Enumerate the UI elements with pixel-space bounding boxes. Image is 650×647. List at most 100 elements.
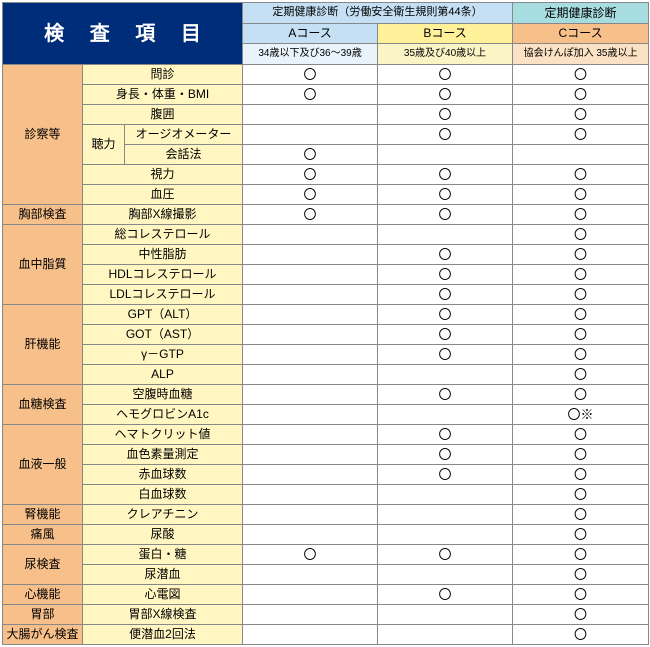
- item-cell: 心電図: [83, 585, 243, 605]
- item-cell: 空腹時血糖: [83, 385, 243, 405]
- table-row: 身長・体重・BMI〇〇〇: [3, 85, 649, 105]
- mark-cell-b: [378, 145, 513, 165]
- mark-cell-a: [243, 425, 378, 445]
- mark-cell-c: 〇: [513, 365, 649, 385]
- table-row: 大腸がん検査便潜血2回法〇: [3, 625, 649, 645]
- category-cell: 痛風: [3, 525, 83, 545]
- table-row: 視力〇〇〇: [3, 165, 649, 185]
- item-cell: LDLコレステロール: [83, 285, 243, 305]
- item-cell: 会話法: [125, 145, 243, 165]
- item-cell: HDLコレステロール: [83, 265, 243, 285]
- mark-cell-b: 〇: [378, 65, 513, 85]
- mark-cell-a: 〇: [243, 145, 378, 165]
- mark-cell-b: 〇: [378, 385, 513, 405]
- mark-cell-a: [243, 225, 378, 245]
- table-row: LDLコレステロール 〇〇: [3, 285, 649, 305]
- header-sub-c: 協会けんぽ加入 35歳以上: [513, 44, 649, 65]
- header-sub-b: 35歳及び40歳以上: [378, 44, 513, 65]
- mark-cell-a: [243, 325, 378, 345]
- mark-cell-c: 〇: [513, 525, 649, 545]
- category-cell: 大腸がん検査: [3, 625, 83, 645]
- mark-cell-c: 〇: [513, 445, 649, 465]
- mark-cell-c: 〇: [513, 125, 649, 145]
- mark-cell-b: [378, 505, 513, 525]
- header-course-a: Aコース: [243, 23, 378, 44]
- mark-cell-b: 〇: [378, 85, 513, 105]
- table-row: HDLコレステロール〇〇: [3, 265, 649, 285]
- mark-cell-a: [243, 285, 378, 305]
- mark-cell-a: [243, 385, 378, 405]
- mark-cell-c: 〇: [513, 245, 649, 265]
- table-row: 胸部検査胸部X線撮影〇〇〇: [3, 205, 649, 225]
- table-row: ALP〇: [3, 365, 649, 385]
- table-row: 肝機能GPT（ALT）〇〇: [3, 305, 649, 325]
- mark-cell-b: 〇: [378, 265, 513, 285]
- category-cell: 胸部検査: [3, 205, 83, 225]
- item-cell: 視力: [83, 165, 243, 185]
- mark-cell-a: [243, 125, 378, 145]
- mark-cell-b: 〇: [378, 285, 513, 305]
- mark-cell-b: 〇: [378, 165, 513, 185]
- mark-cell-c: 〇: [513, 485, 649, 505]
- table-row: 血圧〇〇〇: [3, 185, 649, 205]
- item-cell: 血圧: [83, 185, 243, 205]
- mark-cell-b: [378, 405, 513, 425]
- mark-cell-a: [243, 105, 378, 125]
- mark-cell-a: 〇: [243, 545, 378, 565]
- category-cell: 腎機能: [3, 505, 83, 525]
- mark-cell-a: [243, 245, 378, 265]
- category-cell: 血中脂質: [3, 225, 83, 305]
- mark-cell-c: 〇: [513, 225, 649, 245]
- item-cell: オージオメーター: [125, 125, 243, 145]
- mark-cell-a: 〇: [243, 165, 378, 185]
- mark-cell-b: 〇: [378, 245, 513, 265]
- mark-cell-a: [243, 565, 378, 585]
- mark-cell-b: 〇: [378, 305, 513, 325]
- item-cell: GPT（ALT）: [83, 305, 243, 325]
- item-cell: 尿潜血: [83, 565, 243, 585]
- header-course-b: Bコース: [378, 23, 513, 44]
- category-cell: 尿検査: [3, 545, 83, 585]
- mark-cell-c: 〇: [513, 285, 649, 305]
- mark-cell-b: [378, 625, 513, 645]
- header-course-c: Cコース: [513, 23, 649, 44]
- mark-cell-a: 〇: [243, 185, 378, 205]
- item-cell: クレアチニン: [83, 505, 243, 525]
- mark-cell-b: 〇: [378, 425, 513, 445]
- mark-cell-b: [378, 485, 513, 505]
- mark-cell-a: 〇: [243, 205, 378, 225]
- mark-cell-a: 〇: [243, 65, 378, 85]
- mark-cell-c: 〇: [513, 205, 649, 225]
- table-row: ヘモグロビンA1c〇※: [3, 405, 649, 425]
- mark-cell-b: 〇: [378, 545, 513, 565]
- mark-cell-a: [243, 505, 378, 525]
- mark-cell-c: 〇: [513, 65, 649, 85]
- table-row: 中性脂肪〇〇: [3, 245, 649, 265]
- item-cell: 赤血球数: [83, 465, 243, 485]
- mark-cell-c: 〇: [513, 425, 649, 445]
- item-cell: 白血球数: [83, 485, 243, 505]
- table-row: 腹囲〇〇: [3, 105, 649, 125]
- mark-cell-c: 〇: [513, 505, 649, 525]
- item-cell: ヘマトクリット値: [83, 425, 243, 445]
- mark-cell-c: 〇: [513, 105, 649, 125]
- item-cell: γ－GTP: [83, 345, 243, 365]
- item-cell: 便潜血2回法: [83, 625, 243, 645]
- header-group-2: 定期健康診断: [513, 3, 649, 24]
- table-row: GOT（AST）〇〇: [3, 325, 649, 345]
- item-cell: 腹囲: [83, 105, 243, 125]
- table-row: 血液一般ヘマトクリット値〇〇: [3, 425, 649, 445]
- table-row: 痛風尿酸〇: [3, 525, 649, 545]
- table-title: 検 査 項 目: [3, 3, 243, 65]
- category-cell: 血糖検査: [3, 385, 83, 425]
- mark-cell-a: [243, 485, 378, 505]
- table-row: 赤血球数〇〇: [3, 465, 649, 485]
- table-row: 診察等問診〇〇〇: [3, 65, 649, 85]
- subcategory-cell: 聴力: [83, 125, 125, 165]
- exam-table: 検 査 項 目定期健康診断（労働安全衛生規則第44条）定期健康診断AコースBコー…: [2, 2, 649, 645]
- mark-cell-b: [378, 565, 513, 585]
- mark-cell-b: 〇: [378, 125, 513, 145]
- table-row: 白血球数 〇: [3, 485, 649, 505]
- mark-cell-c: 〇: [513, 345, 649, 365]
- mark-cell-a: [243, 445, 378, 465]
